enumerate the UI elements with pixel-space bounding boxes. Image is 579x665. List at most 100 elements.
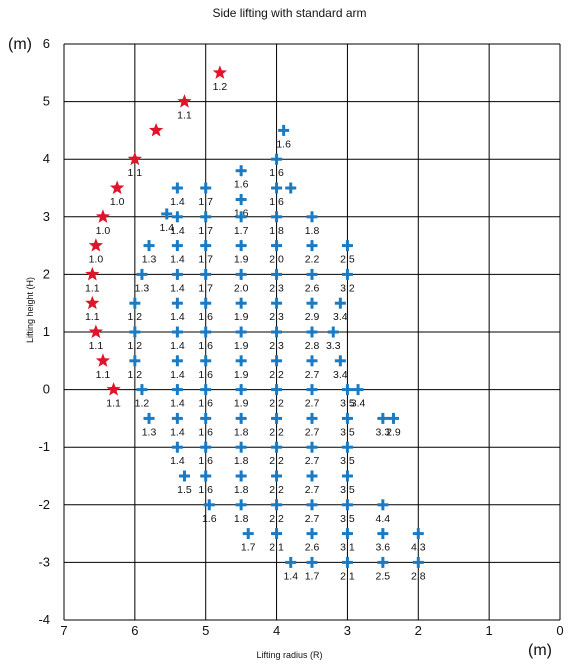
cross-point (171, 268, 183, 280)
y-tick-label: 6 (43, 36, 50, 51)
cross-bar-v (204, 384, 208, 396)
point-label: 1.2 (128, 340, 143, 352)
cross-point (136, 268, 148, 280)
cross-bar-v (381, 499, 385, 511)
star-point (95, 353, 111, 367)
cross-point (341, 470, 353, 482)
cross-point (306, 326, 318, 338)
cross-bar-v (133, 355, 137, 367)
cross-point (341, 441, 353, 453)
point-label: 2.1 (340, 570, 355, 582)
cross-bar-v (275, 297, 279, 309)
point-label: 2.2 (269, 484, 284, 496)
cross-point (200, 441, 212, 453)
cross-point (235, 499, 247, 511)
cross-point (377, 499, 389, 511)
point-label: 1.4 (170, 369, 185, 381)
cross-bar-v (310, 441, 314, 453)
cross-point (306, 384, 318, 396)
cross-point (129, 326, 141, 338)
point-label: 3.3 (376, 426, 391, 438)
cross-bar-v (310, 297, 314, 309)
point-label: 1.9 (234, 311, 249, 323)
cross-bar-v (275, 441, 279, 453)
cross-bar-v (239, 384, 243, 396)
cross-point (200, 412, 212, 424)
cross-point (136, 384, 148, 396)
point-label: 2.5 (340, 254, 355, 266)
point-label: 1.9 (234, 340, 249, 352)
y-tick-label: 3 (43, 209, 50, 224)
point-label: 1.7 (241, 542, 256, 554)
point-label: 3.4 (333, 369, 348, 381)
point-label: 1.4 (170, 455, 185, 467)
cross-bar-v (165, 208, 169, 220)
cross-bar-v (204, 297, 208, 309)
cross-point (306, 268, 318, 280)
star-point (85, 266, 100, 281)
cross-point (171, 412, 183, 424)
star-point (110, 180, 125, 195)
cross-bar-v (275, 211, 279, 223)
cross-bar-v (182, 470, 186, 482)
cross-bar-v (345, 470, 349, 482)
cross-bar-v (310, 355, 314, 367)
point-label: 1.6 (269, 196, 284, 208)
cross-point (387, 412, 399, 424)
point-label: 2.8 (411, 570, 426, 582)
cross-point (271, 441, 283, 453)
cross-point (171, 297, 183, 309)
y-tick-label: 5 (43, 94, 50, 109)
point-label: 1.0 (110, 196, 125, 208)
cross-point (306, 297, 318, 309)
point-label: 1.6 (198, 484, 213, 496)
cross-bar-v (204, 326, 208, 338)
star-point (88, 238, 104, 252)
cross-bar-v (239, 297, 243, 309)
x-tick-label: 4 (273, 623, 280, 638)
point-label: 1.2 (213, 81, 228, 93)
cross-point (341, 384, 353, 396)
point-label: 1.1 (177, 110, 192, 122)
cross-point (306, 441, 318, 453)
point-label: 1.4 (170, 340, 185, 352)
cross-bar-v (310, 268, 314, 280)
cross-point (352, 384, 364, 396)
axis-ticks: 7 6 5 4 3 2 1 0 -4 -3 -2 -1 0 1 2 3 4 5 6 (38, 36, 563, 638)
point-label: 1.1 (96, 369, 111, 381)
cross-bar-v (275, 268, 279, 280)
y-axis-unit: (m) (8, 36, 32, 53)
point-label: 2.6 (305, 282, 320, 294)
cross-bar-v (239, 355, 243, 367)
cross-point (341, 556, 353, 568)
point-label: 1.6 (234, 179, 249, 191)
cross-point (235, 355, 247, 367)
point-label: 2.7 (305, 398, 320, 410)
cross-bar-v (416, 556, 420, 568)
cross-point (412, 528, 424, 540)
cross-point (334, 355, 346, 367)
x-axis-unit: (m) (528, 642, 552, 659)
point-label: 1.6 (198, 340, 213, 352)
point-label: 3.5 (340, 513, 355, 525)
cross-bar-v (239, 240, 243, 252)
cross-bar-v (345, 412, 349, 424)
cross-bar-v (289, 182, 293, 194)
cross-point (178, 470, 190, 482)
cross-bar-v (175, 182, 179, 194)
cross-point (200, 355, 212, 367)
cross-bar-v (239, 499, 243, 511)
cross-bar-v (310, 412, 314, 424)
cross-bar-v (133, 326, 137, 338)
point-label: 2.8 (305, 340, 320, 352)
cross-bar-v (239, 470, 243, 482)
cross-bar-v (175, 240, 179, 252)
data-points: 1.2 1.1 1.1 1.0 1.0 1.0 1.1 1.1 1.1 1.1 1.1 1.6 1.6 1… (85, 65, 426, 582)
cross-bar-v (207, 499, 211, 511)
cross-point (341, 499, 353, 511)
cross-point (129, 355, 141, 367)
cross-point (200, 211, 212, 223)
cross-point (271, 240, 283, 252)
star-point (85, 295, 100, 310)
x-axis-label: Lifting radius (R) (256, 650, 323, 660)
